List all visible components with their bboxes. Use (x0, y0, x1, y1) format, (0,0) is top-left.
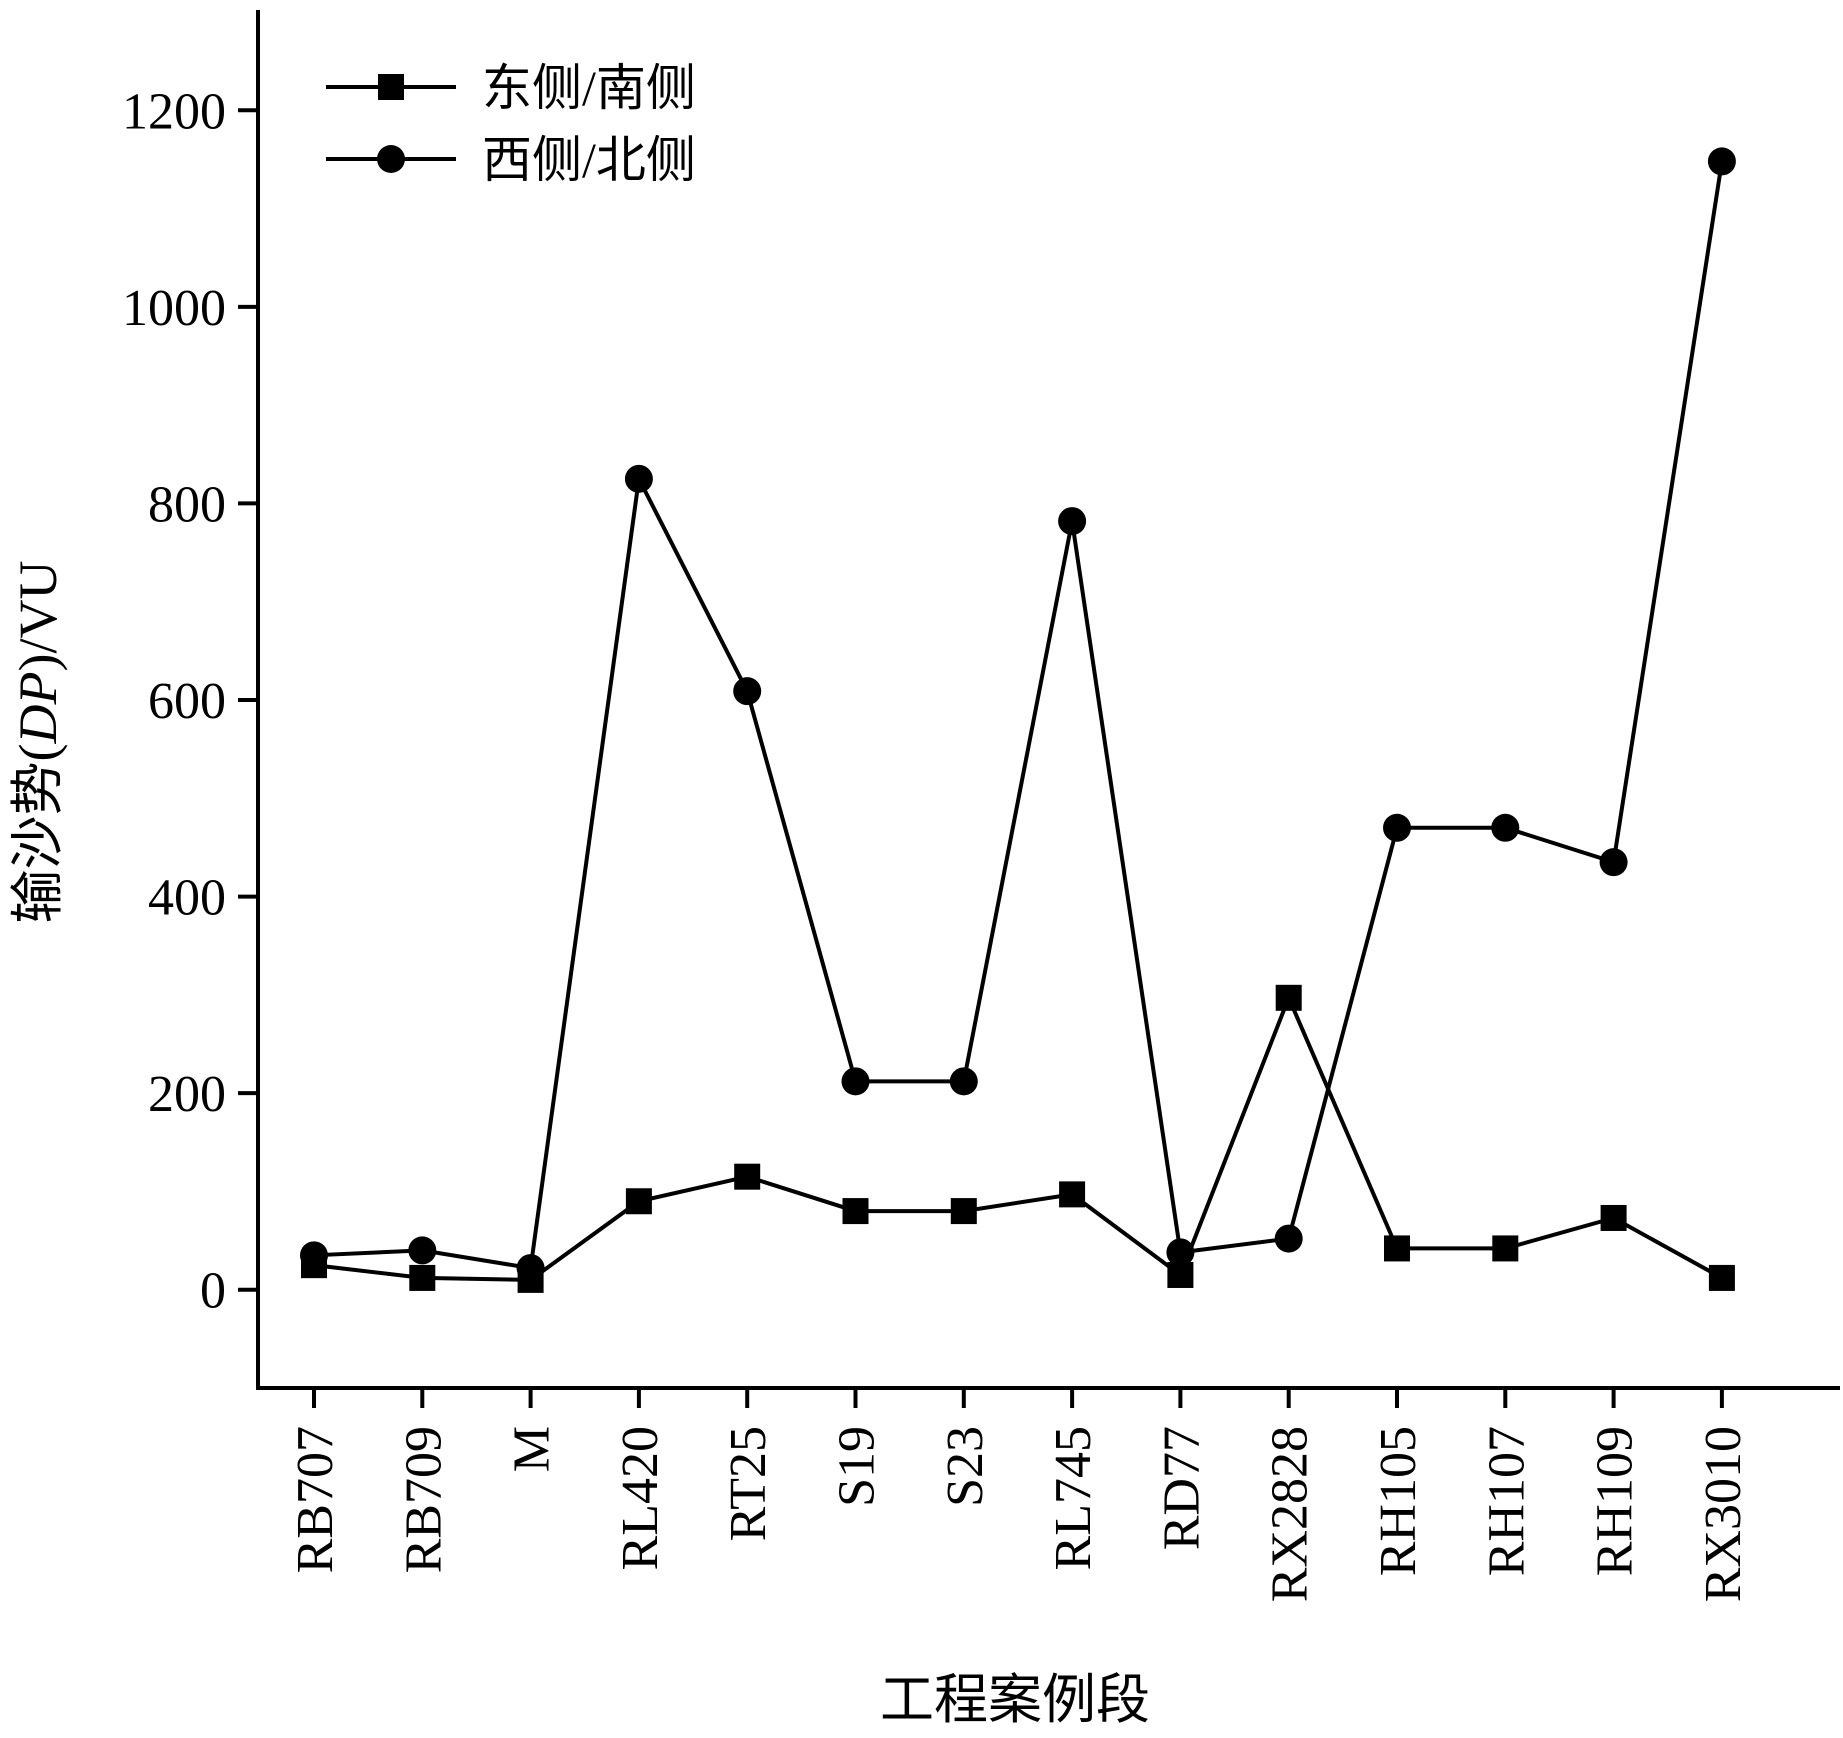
x-tick-label: RX2828 (1262, 1426, 1319, 1602)
x-tick-label: S23 (937, 1426, 994, 1507)
data-point-circle (1491, 813, 1520, 842)
series-2 (300, 147, 1736, 1283)
data-point-square (1600, 1204, 1627, 1231)
axes (256, 10, 1840, 1390)
x-ticks: RB707 RB709 M RL420 RT25 S19 S23 RL745 RD77 RX282… (287, 1388, 1752, 1602)
series-layer (300, 147, 1736, 1293)
legend-marker-circle (377, 145, 405, 173)
x-tick-label: RL420 (612, 1426, 669, 1570)
data-point-circle (733, 677, 762, 706)
y-tick-label: 1000 (122, 280, 226, 337)
data-point-square (409, 1264, 436, 1291)
x-tick-label: RB707 (287, 1426, 344, 1573)
y-ticks: 0 200 400 600 800 1000 1200 (122, 83, 258, 1320)
data-point-square (625, 1188, 652, 1215)
data-point-square (734, 1163, 761, 1190)
y-tick-label: 200 (148, 1066, 226, 1123)
x-axis-title: 工程案例段 (880, 1670, 1150, 1730)
series-1 (301, 984, 1735, 1293)
data-point-square (1492, 1235, 1519, 1262)
x-tick-label: RX3010 (1695, 1426, 1752, 1602)
data-point-square (842, 1198, 869, 1225)
data-point-circle (1274, 1224, 1303, 1253)
x-tick-label: RH109 (1587, 1426, 1644, 1576)
data-point-circle (1383, 813, 1411, 842)
x-tick-label: RD77 (1153, 1426, 1210, 1550)
y-tick-label: 400 (148, 870, 226, 927)
data-point-square (950, 1198, 977, 1225)
data-point-circle (1707, 147, 1736, 176)
x-tick-label: RL745 (1045, 1426, 1102, 1570)
x-tick-label: M (504, 1426, 561, 1472)
data-point-circle (408, 1236, 437, 1265)
data-point-square (1384, 1235, 1410, 1262)
y-axis-title: 输沙势(DP)/VU (8, 561, 68, 924)
legend-item: 西侧/北侧 (326, 132, 696, 188)
legend-marker-square (378, 74, 404, 100)
x-tick-label: RT25 (720, 1426, 777, 1541)
data-point-circle (300, 1241, 328, 1270)
data-point-circle (1599, 848, 1628, 877)
data-point-square (1275, 984, 1302, 1011)
data-point-circle (516, 1254, 545, 1283)
data-point-circle (1166, 1238, 1195, 1267)
y-axis-title-prefix: 输沙势( (8, 743, 68, 923)
y-tick-label: 600 (148, 673, 226, 730)
data-point-circle (949, 1067, 978, 1096)
y-tick-label: 1200 (122, 83, 226, 140)
legend-label: 西侧/北侧 (482, 132, 696, 188)
x-tick-label: RH105 (1370, 1426, 1427, 1576)
y-tick-label: 800 (148, 476, 226, 533)
y-axis-title-italic: DP (8, 672, 68, 745)
legend-label: 东侧/南侧 (482, 60, 696, 116)
data-point-square (1708, 1264, 1735, 1291)
data-point-circle (624, 464, 653, 493)
series-line (313, 992, 1723, 1282)
legend-item: 东侧/南侧 (326, 60, 696, 116)
x-tick-label: RB709 (395, 1426, 452, 1573)
series-line (313, 161, 1724, 1271)
data-point-square (1059, 1181, 1086, 1208)
x-tick-label: RH107 (1478, 1426, 1535, 1576)
y-tick-label: 0 (200, 1263, 226, 1320)
data-point-circle (1058, 507, 1087, 536)
data-point-circle (841, 1067, 870, 1096)
y-axis-title-suffix: )/VU (8, 561, 68, 672)
x-tick-label: S19 (829, 1426, 886, 1507)
